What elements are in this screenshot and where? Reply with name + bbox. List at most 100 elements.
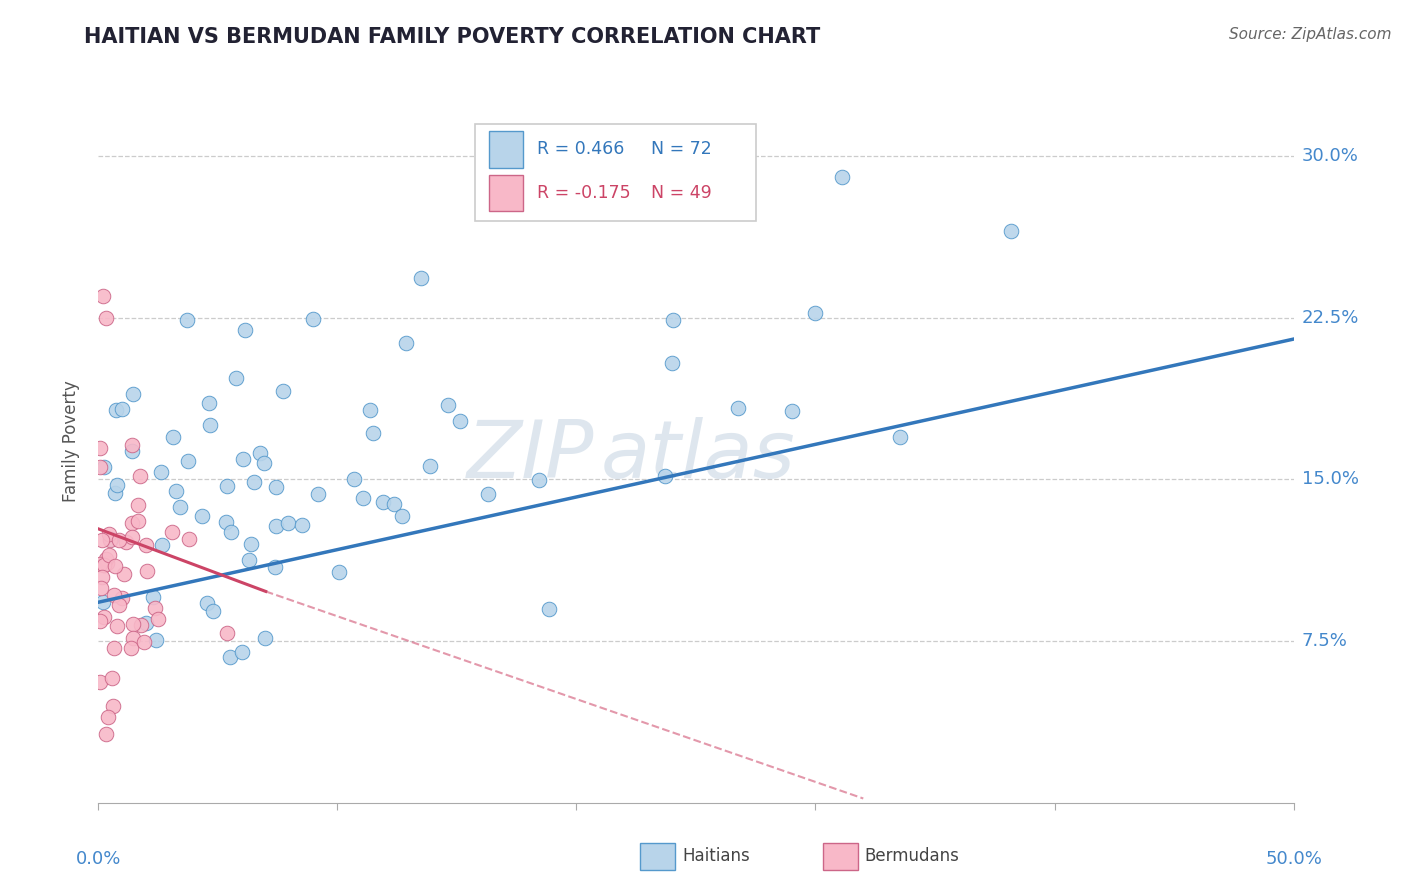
Point (271, 384, 294, 398)
Point (104, 485, 127, 500)
Point (152, 538, 174, 552)
Point (264, 480, 287, 494)
Point (89, 615, 111, 629)
FancyBboxPatch shape (489, 131, 523, 168)
Point (105, 403, 128, 417)
Point (114, 534, 136, 549)
Point (97, 527, 120, 541)
Point (352, 491, 374, 505)
Point (107, 598, 129, 612)
Text: ZIP: ZIP (467, 417, 595, 495)
Point (727, 401, 749, 416)
Point (94, 727, 117, 741)
Point (343, 471, 366, 485)
Point (93, 460, 115, 475)
Point (101, 671, 124, 685)
Point (135, 538, 157, 552)
Point (373, 495, 395, 509)
Point (231, 645, 253, 659)
Point (94, 310, 117, 325)
Point (522, 202, 544, 217)
Text: 0.0%: 0.0% (76, 850, 121, 868)
Point (191, 509, 214, 524)
Point (111, 591, 134, 606)
Point (527, 473, 550, 487)
Point (1000, 224, 1022, 238)
Point (215, 479, 238, 493)
Point (122, 631, 145, 645)
Point (142, 591, 165, 605)
Point (169, 500, 191, 515)
Point (253, 456, 276, 470)
Point (112, 567, 135, 582)
Point (240, 537, 263, 551)
Text: Bermudans: Bermudans (865, 847, 959, 865)
Point (121, 530, 143, 544)
Point (238, 552, 260, 566)
Point (98, 548, 121, 562)
Point (391, 508, 413, 523)
Point (662, 313, 685, 327)
Point (146, 612, 169, 626)
Point (359, 402, 381, 417)
Point (477, 487, 499, 501)
Point (449, 414, 471, 428)
Point (328, 565, 350, 579)
Point (291, 517, 314, 532)
Point (395, 335, 418, 350)
Point (307, 487, 329, 501)
Point (120, 640, 142, 655)
Point (108, 533, 131, 547)
Point (143, 600, 166, 615)
Point (90, 533, 112, 547)
Point (105, 477, 128, 491)
Point (176, 313, 198, 327)
Point (94, 552, 117, 566)
Text: 30.0%: 30.0% (1302, 147, 1358, 165)
Point (89, 675, 111, 690)
Point (129, 617, 152, 632)
Point (382, 497, 405, 511)
Point (104, 559, 127, 574)
Point (101, 698, 124, 713)
Text: HAITIAN VS BERMUDAN FAMILY POVERTY CORRELATION CHART: HAITIAN VS BERMUDAN FAMILY POVERTY CORRE… (84, 27, 821, 46)
Point (162, 430, 184, 444)
Point (215, 515, 238, 529)
Point (135, 615, 157, 630)
Point (98, 533, 121, 548)
Point (121, 444, 143, 458)
Point (661, 356, 683, 370)
Point (103, 588, 125, 602)
Point (277, 516, 299, 531)
Text: Source: ZipAtlas.com: Source: ZipAtlas.com (1229, 27, 1392, 42)
Text: N = 72: N = 72 (651, 140, 711, 159)
Point (361, 425, 384, 440)
Point (93, 558, 115, 573)
Point (121, 438, 143, 452)
Point (127, 498, 149, 512)
Point (127, 514, 149, 528)
Point (89, 558, 111, 572)
Point (831, 169, 853, 184)
Point (538, 602, 561, 616)
Point (253, 631, 276, 645)
Point (121, 516, 143, 531)
Text: N = 49: N = 49 (651, 185, 711, 202)
Point (165, 483, 187, 498)
Point (93, 610, 115, 624)
Point (242, 475, 264, 489)
Point (780, 404, 803, 418)
Point (135, 565, 157, 579)
Point (91, 569, 114, 583)
Point (160, 525, 183, 540)
Text: R = -0.175: R = -0.175 (537, 185, 631, 202)
Point (179, 532, 201, 546)
Point (110, 401, 132, 416)
Text: atlas: atlas (600, 417, 796, 495)
Point (129, 468, 152, 483)
Y-axis label: Family Poverty: Family Poverty (62, 381, 80, 502)
Point (249, 446, 271, 460)
Point (889, 430, 911, 444)
Point (202, 604, 225, 618)
Point (93, 558, 115, 572)
